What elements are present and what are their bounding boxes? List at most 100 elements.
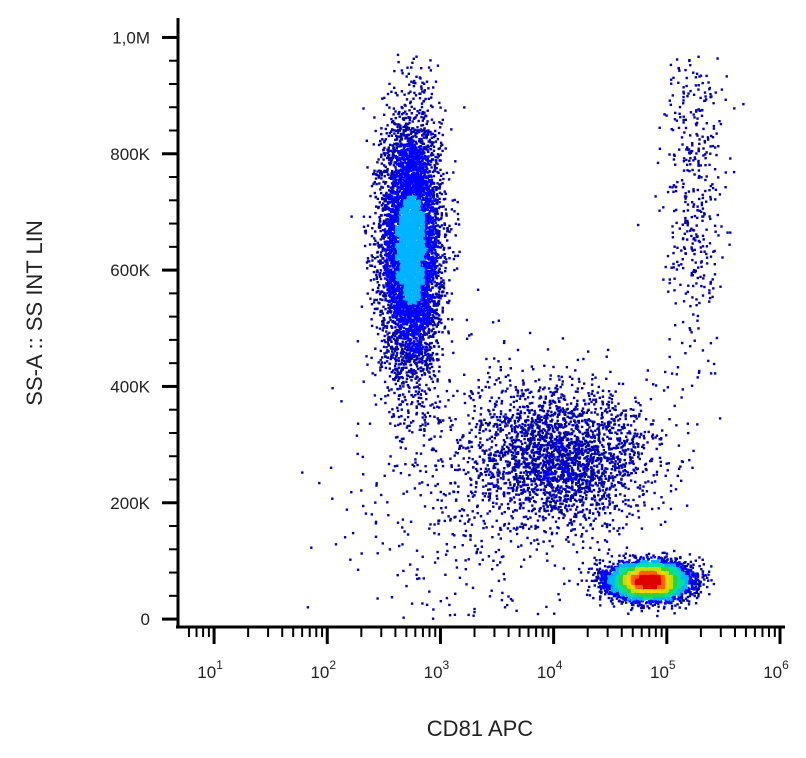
event-dot — [676, 180, 679, 184]
event-dot — [570, 521, 573, 524]
event-dot — [483, 452, 486, 455]
event-dot — [446, 230, 449, 233]
event-dot — [396, 369, 399, 372]
event-dot — [409, 136, 412, 139]
event-dot — [620, 442, 624, 445]
event-dot — [428, 170, 431, 173]
event-dot — [523, 448, 526, 451]
event-dot — [538, 478, 541, 481]
event-dot — [494, 454, 498, 457]
event-dot — [591, 475, 594, 478]
event-dot — [691, 466, 694, 469]
event-dot — [570, 466, 574, 470]
event-dot — [448, 230, 451, 233]
event-dot — [691, 168, 694, 172]
event-dot — [462, 446, 465, 449]
event-dot — [543, 416, 546, 419]
event-dot — [666, 386, 670, 389]
event-dot — [388, 82, 391, 86]
event-dot — [543, 456, 546, 459]
event-dot — [684, 607, 687, 610]
event-dot — [615, 415, 618, 419]
event-dot — [398, 439, 402, 443]
event-dot — [562, 436, 565, 439]
event-dot — [399, 132, 403, 136]
event-dot — [604, 471, 607, 474]
event-dot — [381, 97, 384, 100]
event-dot — [435, 274, 438, 278]
event-dot — [622, 554, 625, 557]
event-dot — [714, 146, 717, 149]
event-dot — [709, 372, 713, 375]
event-dot — [420, 404, 423, 408]
event-dot — [374, 195, 377, 199]
event-dot — [487, 482, 490, 485]
event-dot — [438, 285, 442, 288]
event-dot — [441, 511, 444, 514]
event-dot — [561, 337, 565, 340]
event-dot — [431, 447, 434, 450]
event-dot — [610, 447, 613, 451]
event-dot — [518, 464, 521, 467]
event-dot — [442, 287, 446, 290]
event-dot — [429, 69, 432, 72]
event-dot — [385, 195, 388, 198]
event-dot — [605, 540, 609, 543]
event-dot — [445, 212, 448, 215]
event-dot — [435, 313, 438, 316]
event-dot — [512, 451, 515, 454]
event-dot — [381, 356, 384, 359]
event-dot — [408, 429, 411, 432]
event-dot — [531, 434, 535, 437]
event-dot — [428, 357, 431, 360]
event-dot — [435, 161, 438, 164]
event-dot — [542, 482, 545, 485]
event-dot — [590, 383, 594, 386]
event-dot — [432, 153, 435, 157]
event-dot — [437, 422, 440, 425]
event-dot — [578, 380, 581, 383]
event-dot — [685, 504, 689, 507]
event-dot — [441, 254, 444, 257]
event-dot — [601, 395, 605, 398]
event-dot — [526, 405, 530, 409]
event-dot — [533, 438, 536, 442]
event-dot — [705, 245, 709, 248]
event-dot — [437, 286, 440, 289]
event-dot — [436, 182, 439, 185]
event-dot — [695, 233, 698, 236]
event-dot — [510, 436, 514, 439]
event-dot — [399, 355, 403, 358]
event-dot — [629, 457, 633, 460]
event-dot — [488, 386, 491, 389]
event-dot — [600, 478, 603, 481]
event-dot — [396, 145, 400, 148]
event-dot — [393, 365, 397, 368]
event-dot — [565, 484, 568, 488]
event-dot — [590, 436, 593, 439]
event-dot — [598, 396, 601, 399]
event-dot — [544, 461, 547, 464]
event-dot — [587, 394, 591, 397]
event-dot — [428, 348, 431, 351]
event-dot — [436, 202, 439, 205]
event-dot — [586, 455, 589, 458]
event-dot — [527, 419, 530, 422]
event-dot — [689, 229, 692, 232]
event-dot — [693, 116, 696, 119]
event-dot — [608, 476, 611, 480]
event-dot — [480, 473, 483, 476]
event-dot — [476, 548, 479, 551]
event-dot — [461, 544, 464, 547]
event-dot — [526, 462, 530, 465]
event-dot — [434, 155, 437, 159]
event-dot — [411, 463, 414, 466]
event-dot — [506, 417, 509, 420]
event-dot — [686, 224, 689, 227]
event-dot — [424, 360, 427, 364]
event-dot — [439, 420, 442, 424]
event-dot — [571, 488, 574, 491]
event-dot — [724, 186, 727, 189]
event-dot — [517, 416, 521, 419]
event-dot — [668, 338, 671, 341]
